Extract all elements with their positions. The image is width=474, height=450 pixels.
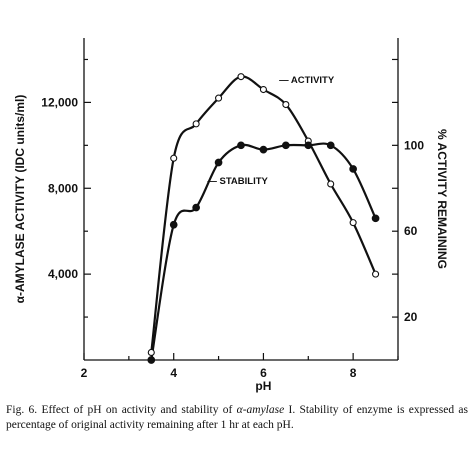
stability-point [326, 141, 335, 150]
activity-point [147, 348, 155, 357]
activity-point [259, 85, 267, 94]
activity-point [372, 270, 380, 278]
x-axis-title: pH [255, 379, 271, 393]
axis-ticks: 2 4 6 8 4,000 8,000 12,000 20 60 100 [41, 58, 424, 380]
stability-point [259, 145, 268, 154]
right-y-axis-title: % ACTIVITY REMAINING [435, 129, 449, 269]
activity-point [170, 154, 178, 162]
left-y-tick-label: 8,000 [48, 181, 78, 195]
right-y-tick-label: 20 [404, 310, 418, 324]
caption-prefix: Fig. 6. Effect of pH on activity and sta… [6, 404, 237, 416]
activity-point [282, 100, 290, 109]
stability-point [147, 356, 156, 364]
stability-point [237, 141, 245, 150]
data-points [147, 73, 380, 364]
right-y-tick-label: 60 [404, 224, 418, 238]
x-tick-label: 8 [350, 366, 357, 380]
figure-caption: Fig. 6. Effect of pH on activity and sta… [6, 403, 468, 433]
axes [83, 38, 399, 361]
activity-series-label: — ACTIVITY [279, 75, 335, 86]
x-tick-label: 6 [260, 366, 267, 380]
activity-point [192, 120, 200, 128]
stability-series-label: — STABILITY [207, 176, 268, 187]
stability-point [349, 165, 357, 173]
caption-suffix: I. Stability of enzyme is expressed as p… [6, 404, 468, 431]
stability-point [371, 214, 380, 223]
stability-point [192, 203, 200, 212]
caption-enzyme: α-amylase [236, 404, 285, 416]
left-y-axis-title: α-AMYLASE ACTIVITY (IDC units/ml) [13, 95, 27, 304]
stability-point [214, 158, 223, 167]
series-labels: — ACTIVITY — STABILITY [207, 75, 335, 187]
stability-point [169, 220, 178, 229]
left-y-tick-label: 12,000 [41, 95, 78, 109]
activity-point [327, 180, 335, 188]
stability-point [304, 141, 313, 150]
activity-point [237, 73, 245, 81]
activity-point [349, 219, 357, 227]
series-lines [150, 75, 377, 361]
x-tick-label: 4 [170, 366, 177, 380]
activity-point [215, 94, 223, 102]
right-y-tick-label: 100 [404, 138, 424, 152]
activity-line [150, 75, 377, 353]
stability-point [282, 141, 290, 150]
x-tick-label: 2 [81, 366, 88, 380]
left-y-tick-label: 4,000 [48, 267, 78, 281]
